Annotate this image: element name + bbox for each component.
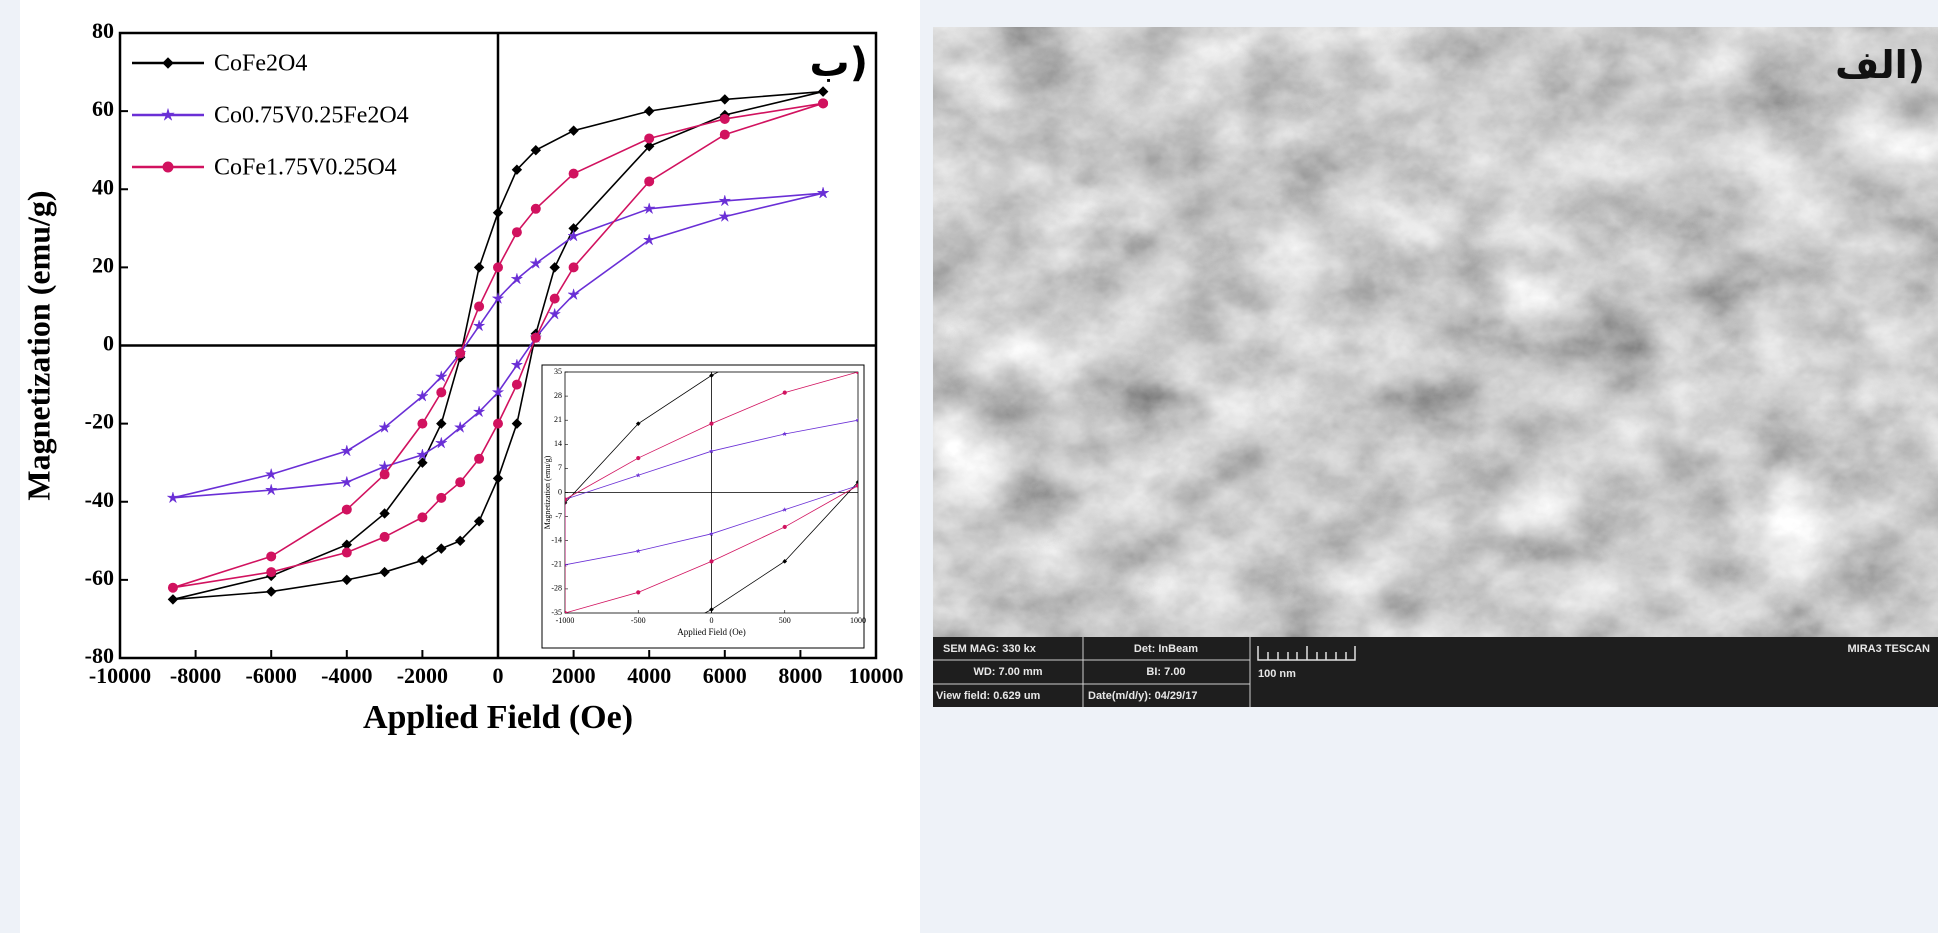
x-tick-label: -1000 <box>556 616 575 625</box>
marker <box>267 568 276 577</box>
x-tick-label: 4000 <box>627 663 671 688</box>
x-tick-label: -4000 <box>321 663 372 688</box>
x-tick-label: 2000 <box>552 663 596 688</box>
panel-label: ب) <box>810 40 868 86</box>
y-tick-label: 21 <box>554 415 562 424</box>
info-text: Date(m/d/y): 04/29/17 <box>1088 690 1197 702</box>
marker <box>710 422 713 425</box>
panel-label: الف) <box>1835 43 1925 87</box>
info-text: MIRA3 TESCAN <box>1847 643 1930 655</box>
marker <box>168 583 177 592</box>
info-text: View field: 0.629 um <box>936 690 1041 702</box>
y-tick-label: 60 <box>92 96 114 121</box>
x-axis-label: Applied Field (Oe) <box>363 699 633 736</box>
y-tick-label: -20 <box>85 409 114 434</box>
marker <box>645 134 654 143</box>
y-tick-label: -7 <box>555 511 562 520</box>
x-tick-label: 1000 <box>850 616 866 625</box>
y-tick-label: 14 <box>554 439 562 448</box>
y-tick-label: 20 <box>92 252 114 277</box>
legend-label: CoFe2O4 <box>214 51 307 77</box>
x-axis-label: Applied Field (Oe) <box>677 627 745 637</box>
x-tick-label: 500 <box>779 616 791 625</box>
info-text: Det: InBeam <box>1134 643 1198 655</box>
y-tick-label: -14 <box>551 536 562 545</box>
x-tick-label: 0 <box>493 663 504 688</box>
x-tick-label: 8000 <box>778 663 822 688</box>
marker <box>267 552 276 561</box>
sem-image <box>933 27 1938 637</box>
y-tick-label: 0 <box>558 487 562 496</box>
info-text: WD: 7.00 mm <box>973 666 1042 678</box>
y-tick-label: -21 <box>551 560 562 569</box>
marker <box>637 456 640 459</box>
y-tick-label: -60 <box>85 565 114 590</box>
marker <box>783 560 786 563</box>
marker <box>456 478 465 487</box>
x-tick-label: -6000 <box>246 663 297 688</box>
y-axis-label: Magnetization (emu/g) <box>20 190 56 500</box>
info-text: BI: 7.00 <box>1146 666 1185 678</box>
y-tick-label: 28 <box>554 391 562 400</box>
y-tick-label: -28 <box>551 584 562 593</box>
marker <box>710 374 713 377</box>
marker <box>475 454 484 463</box>
marker <box>645 177 654 186</box>
x-tick-label: 10000 <box>849 663 904 688</box>
x-tick-label: -500 <box>631 616 646 625</box>
marker <box>783 525 786 528</box>
marker <box>342 505 351 514</box>
x-tick-label: 6000 <box>703 663 747 688</box>
marker <box>342 548 351 557</box>
marker <box>380 470 389 479</box>
legend-label: CoFe1.75V0.25O4 <box>214 155 397 181</box>
marker <box>512 380 521 389</box>
info-text: SEM MAG: 330 kx <box>943 643 1037 655</box>
info-text: 100 nm <box>1258 668 1296 680</box>
y-axis-label: Magnetization (emu/g) <box>543 455 552 529</box>
y-tick-label: 40 <box>92 174 114 199</box>
marker <box>456 349 465 358</box>
marker <box>783 391 786 394</box>
marker <box>710 560 713 563</box>
marker <box>550 294 559 303</box>
marker <box>512 228 521 237</box>
marker <box>531 333 540 342</box>
legend-label: Co0.75V0.25Fe2O4 <box>214 103 409 129</box>
x-tick-label: -2000 <box>397 663 448 688</box>
y-tick-label: 35 <box>554 367 562 376</box>
sem-panel: الف) SEM MAG: 330 kx Det: InBeam MIRA3 T… <box>933 27 1938 707</box>
marker <box>637 591 640 594</box>
x-tick-label: 0 <box>710 616 714 625</box>
marker <box>720 130 729 139</box>
marker <box>531 204 540 213</box>
marker <box>380 532 389 541</box>
info-bar <box>933 637 1938 707</box>
marker <box>720 114 729 123</box>
marker <box>637 422 640 425</box>
marker <box>710 608 713 611</box>
marker <box>819 99 828 108</box>
marker <box>494 263 503 272</box>
marker <box>569 169 578 178</box>
marker <box>418 419 427 428</box>
marker <box>437 388 446 397</box>
y-tick-label: -40 <box>85 487 114 512</box>
marker <box>494 419 503 428</box>
marker <box>418 513 427 522</box>
x-tick-label: -10000 <box>89 663 151 688</box>
figure: الف) SEM MAG: 330 kx Det: InBeam MIRA3 T… <box>0 0 1938 933</box>
y-tick-label: 7 <box>558 463 562 472</box>
y-tick-label: 80 <box>92 18 114 43</box>
y-tick-label: 0 <box>103 331 114 356</box>
marker <box>437 493 446 502</box>
legend-marker <box>163 162 173 172</box>
marker <box>475 302 484 311</box>
marker <box>569 263 578 272</box>
x-tick-label: -8000 <box>170 663 221 688</box>
